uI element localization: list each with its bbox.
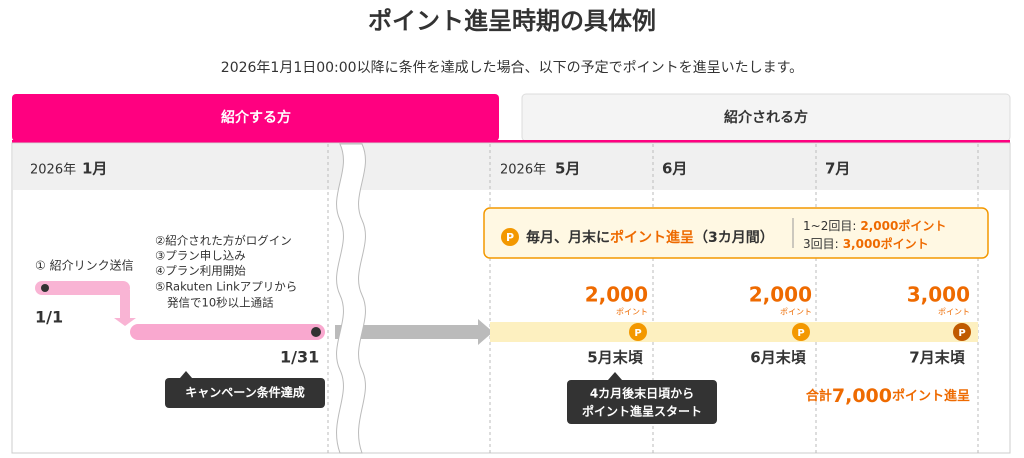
pointer [180, 371, 192, 378]
detail: 3回目: 3,000ポイント [803, 236, 929, 251]
when: 5月末頃 [587, 349, 643, 367]
step: ④プラン利用開始 [155, 264, 246, 278]
detail-label: 3回目: [803, 237, 839, 251]
duration: （3カ月間） [694, 230, 774, 246]
date: 1/31 [280, 348, 319, 367]
total-suffix: ポイント進呈 [892, 388, 970, 404]
tab-inactive[interactable]: 紹介される方 [521, 93, 1011, 142]
dot [311, 327, 321, 337]
month: 5月 [555, 160, 580, 178]
step: ⑤Rakuten Linkアプリから [155, 280, 297, 294]
subtitle: 2026年1月1日00:00以降に条件を達成した場合、以下の予定でポイントを進呈… [221, 59, 803, 76]
banner-text: 毎月、月末にポイント進呈（3カ月間） [526, 229, 774, 246]
start-note [567, 380, 717, 424]
total: 合計7,000ポイント進呈 [806, 385, 970, 407]
total-amount: 7,000 [832, 385, 892, 407]
p-icon [792, 323, 810, 341]
step: ③プラン申し込み [155, 249, 246, 263]
p-icon-text: P [634, 328, 641, 339]
date: 1/1 [35, 308, 63, 327]
year: 2026年 [30, 163, 76, 178]
tab-label: 紹介される方 [724, 109, 808, 126]
highlight: ポイント進呈 [610, 229, 694, 246]
tab-active[interactable]: 紹介する方 [12, 94, 499, 141]
gray-arrow [335, 319, 493, 345]
start-bar [35, 281, 130, 295]
points-bar [490, 322, 978, 342]
title: ポイント進呈時期の具体例 [368, 7, 656, 35]
p-icon [629, 323, 647, 341]
p-icon-text: P [506, 231, 514, 244]
when: 7月末頃 [909, 349, 965, 367]
p-icon-text: P [797, 328, 804, 339]
detail-value: 3,000ポイント [843, 236, 929, 251]
p-icon [953, 323, 971, 341]
month: 6月 [662, 160, 687, 178]
tab-bg [12, 94, 499, 141]
banner [483, 207, 989, 259]
month-header [13, 144, 1009, 190]
amount: 2,000 [585, 283, 648, 307]
detail-label: 1~2回目: [803, 219, 856, 233]
connector [114, 290, 136, 326]
total-prefix: 合計 [806, 388, 832, 404]
step: ① 紹介リンク送信 [35, 258, 134, 273]
step: 発信で10秒以上通話 [167, 296, 274, 310]
pointer [608, 372, 622, 380]
unit: ポイント [616, 308, 648, 317]
detail: 1~2回目: 2,000ポイント [803, 218, 946, 233]
year: 2026年 [500, 163, 546, 178]
amount: 3,000 [907, 283, 970, 307]
tab-label: 紹介する方 [221, 109, 291, 126]
p-icon-text: P [958, 328, 965, 339]
unit: ポイント [938, 308, 970, 317]
badge-text: キャンペーン条件達成 [185, 385, 304, 400]
detail-value: 2,000ポイント [860, 218, 946, 233]
badge [165, 378, 325, 408]
step: ②紹介された方がログイン [155, 234, 292, 248]
start-note-text: 4カ月後末日頃から [590, 386, 694, 401]
month: 7月 [825, 160, 850, 178]
p-icon [501, 228, 519, 246]
start-note-text: ポイント進呈スタート [582, 404, 702, 419]
lead: 毎月、月末に [526, 229, 610, 246]
tab-underline [12, 140, 1010, 143]
condition-bar [130, 324, 325, 340]
unit: ポイント [780, 308, 812, 317]
amount: 2,000 [749, 283, 812, 307]
break [336, 143, 366, 454]
dot [41, 284, 49, 292]
month: 1月 [82, 160, 107, 178]
when: 6月末頃 [750, 349, 806, 367]
